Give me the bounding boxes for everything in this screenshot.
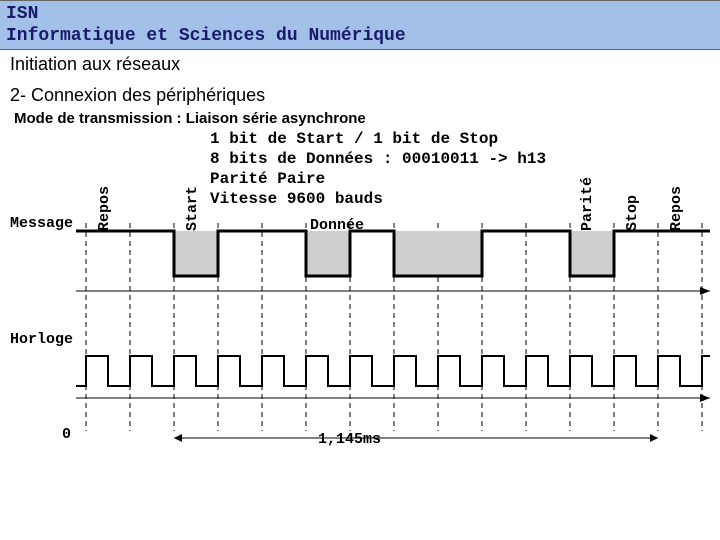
signal-svg xyxy=(10,131,710,471)
banner-line2: Informatique et Sciences du Numérique xyxy=(6,26,406,48)
header-banner: ISN Informatique et Sciences du Numériqu… xyxy=(0,0,720,50)
banner-line1: ISN xyxy=(6,4,406,26)
subsection-title: 2- Connexion des périphériques xyxy=(0,79,720,110)
section-title: Initiation aux réseaux xyxy=(0,50,720,79)
banner-text: ISN Informatique et Sciences du Numériqu… xyxy=(6,4,406,47)
timing-diagram: Message Repos Start Donnée Parité Stop R… xyxy=(10,131,710,471)
mode-title: Mode de transmission : Liaison série asy… xyxy=(0,110,720,127)
